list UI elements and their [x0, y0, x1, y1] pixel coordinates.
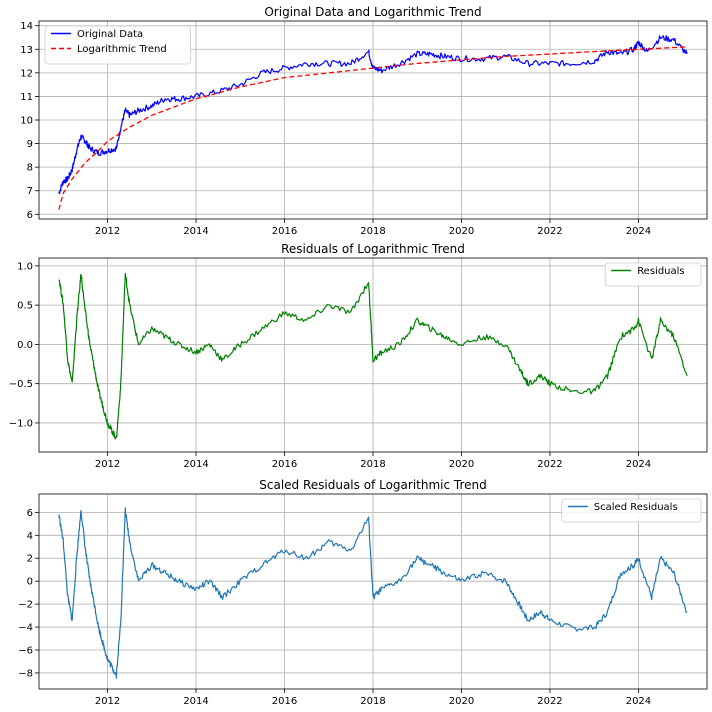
y-tick-label: −8	[18, 668, 33, 679]
chart-panel-2: Residuals of Logarithmic Trend 2012 2014 20…	[9, 242, 708, 470]
x-tick-label: 2016	[272, 226, 297, 237]
chart-panel-1: Original Data and Logarithmic Trend 2012 2…	[20, 5, 708, 237]
y-tick-label: 7	[27, 186, 33, 197]
x-tick-label: 2020	[449, 226, 474, 237]
x-tick-label: 2022	[537, 226, 562, 237]
y-tick-label: 12	[20, 68, 33, 79]
plot-frame	[38, 20, 708, 220]
chart-panel-3: Scaled Residuals of Logarithmic Trend 201…	[18, 478, 708, 707]
legend-box	[561, 498, 702, 523]
y-tick-label: 8	[27, 163, 33, 174]
legend-label: Residuals	[637, 266, 684, 277]
chart-title: Residuals of Logarithmic Trend	[281, 242, 465, 256]
x-tick-label: 2022	[537, 459, 562, 470]
legend: Residuals	[604, 262, 702, 287]
legend: Original Data Logarithmic Trend	[44, 25, 191, 65]
y-tick-label: 0.0	[17, 340, 33, 351]
legend-box	[604, 262, 702, 287]
series-line-logarithmic-trend	[58, 46, 688, 210]
x-tick-label: 2018	[360, 696, 385, 707]
legend-box	[44, 25, 191, 65]
y-tick-label: −2	[18, 600, 33, 611]
y-tick-label: −1.0	[9, 418, 33, 429]
y-tick-label: 1.0	[17, 261, 33, 272]
y-tick-label: −4	[18, 623, 33, 634]
y-tick-label: 6	[27, 210, 33, 221]
legend-label: Scaled Residuals	[594, 502, 678, 513]
x-tick-label: 2024	[626, 459, 651, 470]
legend: Scaled Residuals	[561, 498, 702, 523]
y-tick-label: 10	[20, 116, 33, 127]
x-tick-label: 2024	[626, 226, 651, 237]
y-tick-label: 11	[20, 92, 33, 103]
x-tick-label: 2012	[95, 696, 120, 707]
x-tick-label: 2018	[360, 226, 385, 237]
chart-title: Scaled Residuals of Logarithmic Trend	[259, 478, 486, 492]
x-tick-label: 2012	[95, 459, 120, 470]
y-tick-label: 0	[27, 577, 33, 588]
plot-frame	[38, 257, 708, 453]
plot-frame	[38, 493, 708, 690]
y-tick-label: 6	[27, 508, 33, 519]
x-tick-label: 2016	[272, 459, 297, 470]
chart-title: Original Data and Logarithmic Trend	[264, 5, 481, 19]
y-tick-label: 0.5	[17, 301, 33, 312]
y-tick-label: 2	[27, 554, 33, 565]
y-tick-label: −0.5	[9, 379, 33, 390]
x-tick-label: 2020	[449, 459, 474, 470]
series-line-scaled-residuals	[58, 507, 688, 679]
x-tick-label: 2012	[95, 226, 120, 237]
x-tick-label: 2022	[537, 696, 562, 707]
x-tick-label: 2014	[183, 696, 208, 707]
series-line-residuals	[58, 272, 688, 440]
y-tick-label: 9	[27, 139, 33, 150]
legend-label: Logarithmic Trend	[77, 44, 167, 55]
x-tick-label: 2014	[183, 459, 208, 470]
series-line-original-data	[58, 35, 688, 195]
y-tick-label: 14	[20, 21, 33, 32]
x-tick-label: 2018	[360, 459, 385, 470]
x-tick-label: 2016	[272, 696, 297, 707]
x-tick-label: 2014	[183, 226, 208, 237]
x-tick-label: 2024	[626, 696, 651, 707]
y-tick-label: 4	[27, 531, 33, 542]
x-tick-label: 2020	[449, 696, 474, 707]
y-tick-label: −6	[18, 646, 33, 657]
legend-label: Original Data	[77, 29, 143, 40]
y-tick-label: 13	[20, 45, 33, 56]
